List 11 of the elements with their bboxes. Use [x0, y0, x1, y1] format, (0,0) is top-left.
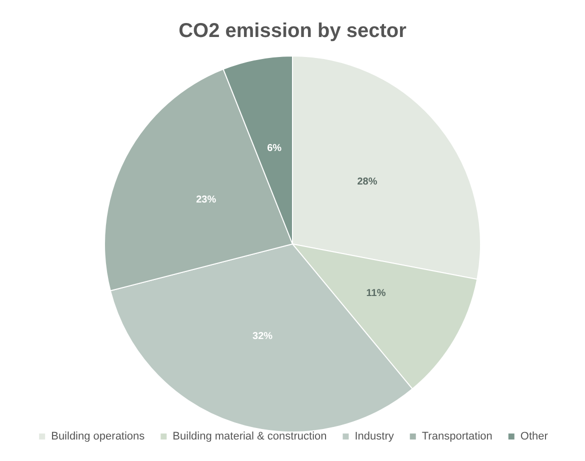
- data-label: 11%: [366, 288, 386, 299]
- legend-label: Other: [520, 430, 548, 442]
- data-label: 28%: [357, 176, 378, 188]
- legend-label: Transportation: [422, 430, 492, 442]
- data-label: 23%: [196, 194, 216, 206]
- chart-title: CO2 emission by sector: [178, 20, 407, 42]
- data-label: 32%: [252, 330, 273, 342]
- legend-label: Building operations: [51, 430, 146, 442]
- legend-label: Industry: [354, 430, 394, 442]
- data-label: 6%: [267, 143, 282, 154]
- legend-label: Building material & construction: [172, 430, 327, 442]
